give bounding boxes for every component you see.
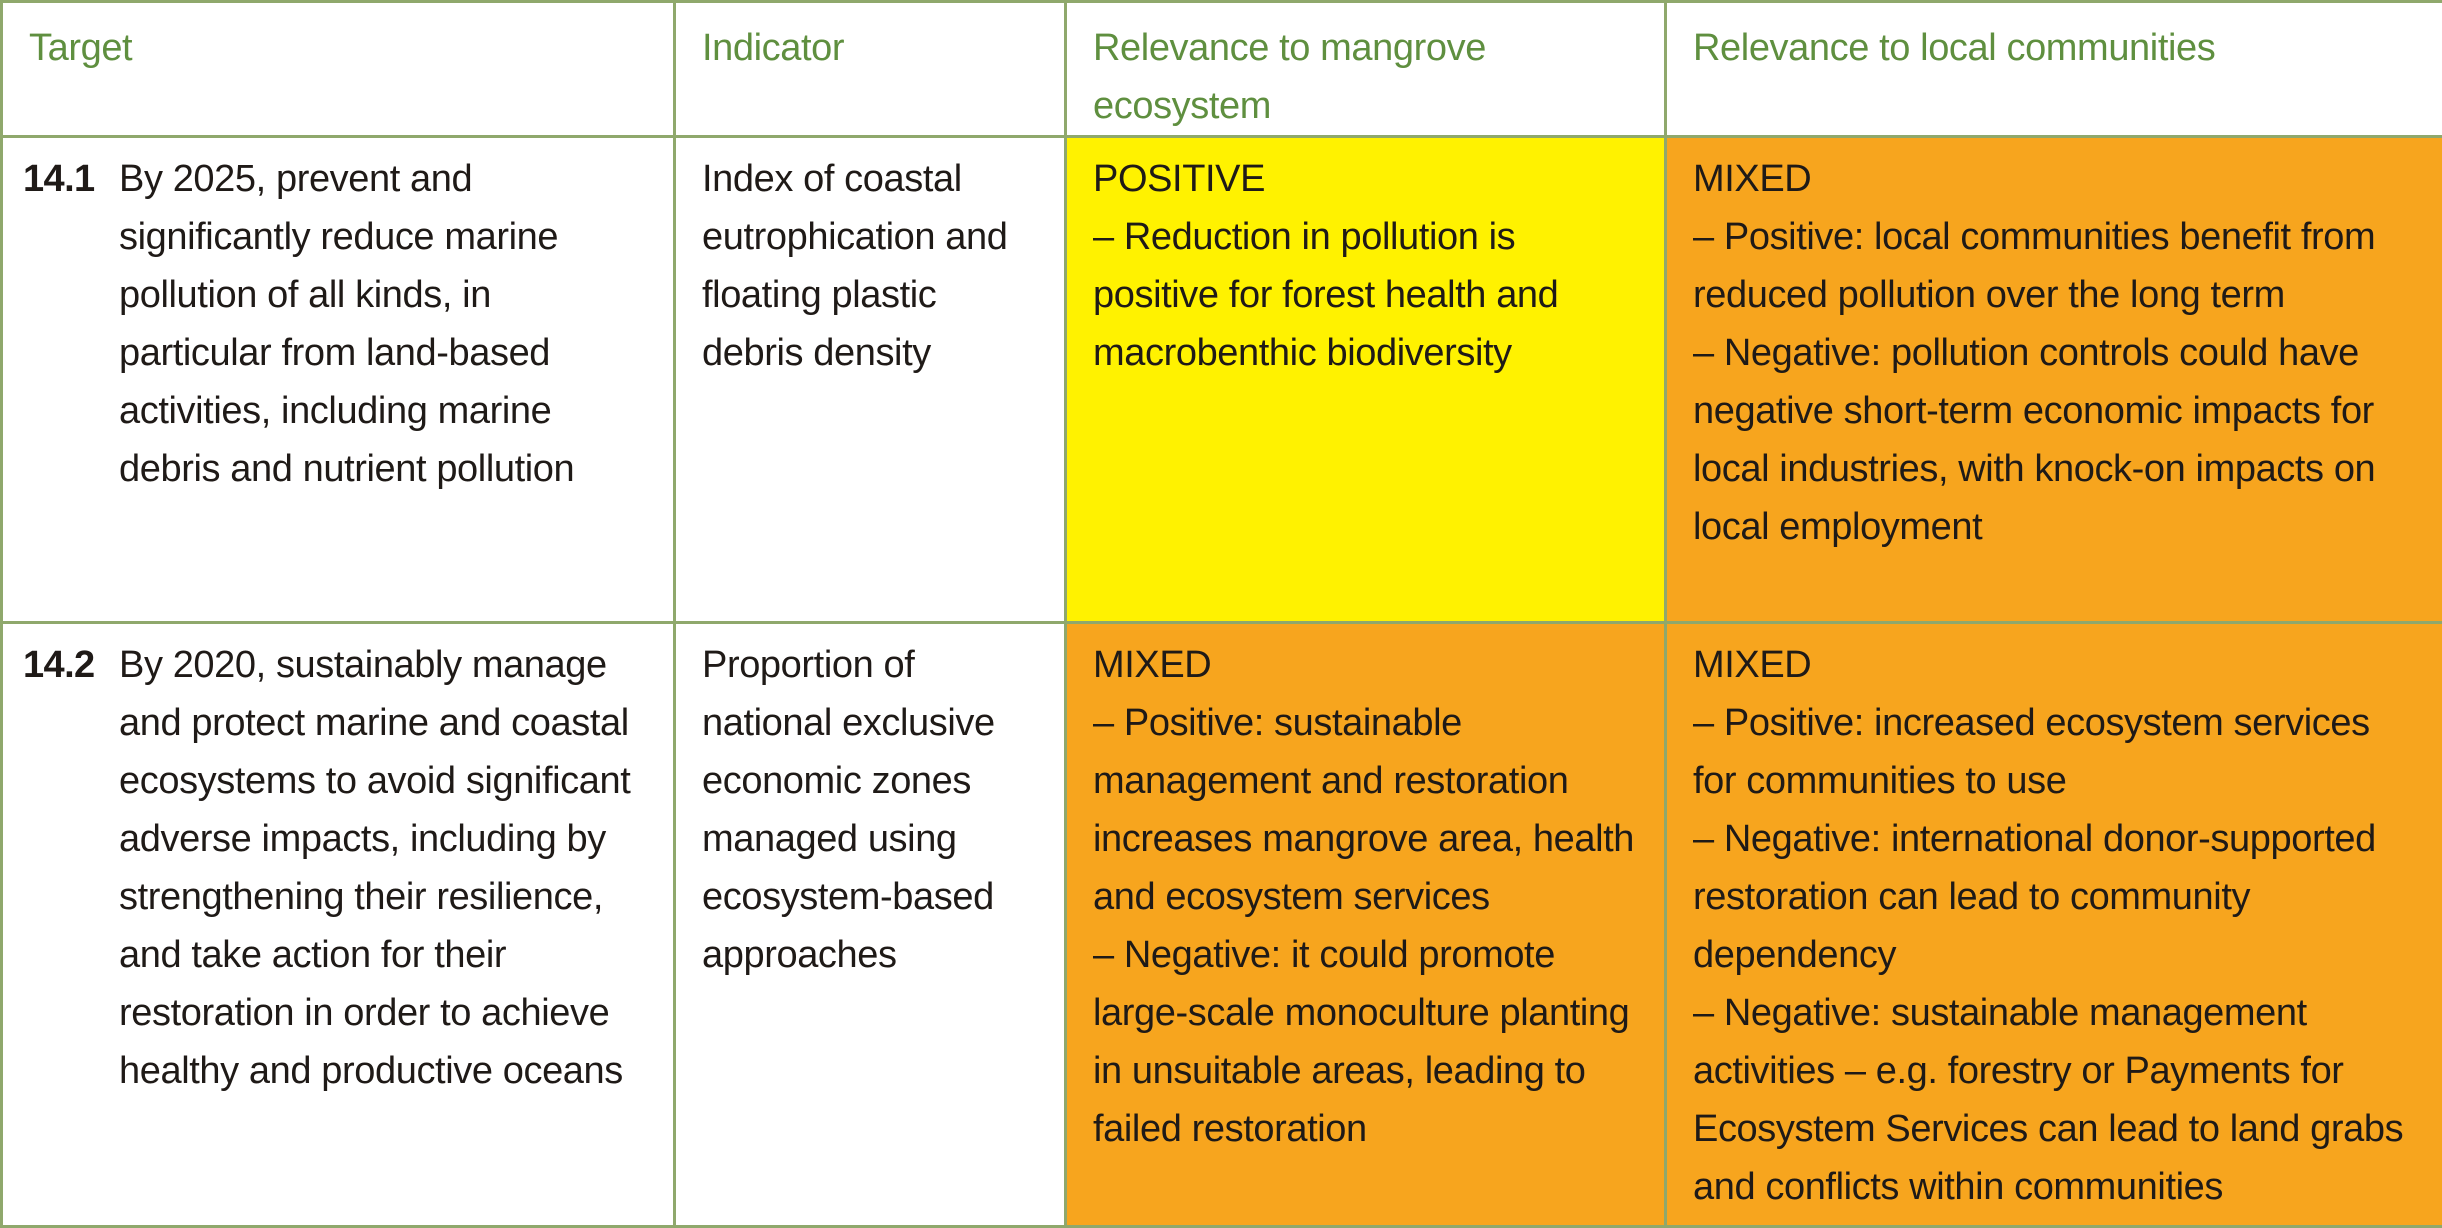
rating-point-negative: – Negative: it could promote large-scale… bbox=[1093, 926, 1640, 1158]
community-relevance-cell: MIXED – Positive: local communities bene… bbox=[1666, 137, 2442, 623]
header-community-relevance: Relevance to local communities bbox=[1666, 2, 2442, 137]
target-code: 14.2 bbox=[23, 636, 119, 694]
rating-badge-mixed: MIXED bbox=[1693, 636, 2418, 694]
mangrove-relevance-cell: POSITIVE – Reduction in pollution is pos… bbox=[1066, 137, 1666, 623]
community-relevance-cell: MIXED – Positive: increased ecosystem se… bbox=[1666, 623, 2442, 1227]
target-cell: 14.1 By 2025, prevent and significantly … bbox=[2, 137, 675, 623]
target-code: 14.1 bbox=[23, 150, 119, 208]
indicator-cell: Index of coastal eutrophication and floa… bbox=[675, 137, 1066, 623]
header-target: Target bbox=[2, 2, 675, 137]
table-row: 14.1 By 2025, prevent and significantly … bbox=[2, 137, 2442, 623]
header-indicator: Indicator bbox=[675, 2, 1066, 137]
rating-point-positive: – Positive: increased ecosystem services… bbox=[1693, 694, 2418, 810]
table-row: 14.2 By 2020, sustainably manage and pro… bbox=[2, 623, 2442, 1227]
table-body: 14.1 By 2025, prevent and significantly … bbox=[2, 137, 2442, 1227]
rating-badge-mixed: MIXED bbox=[1093, 636, 1640, 694]
target-text: By 2020, sustainably manage and protect … bbox=[119, 636, 649, 1100]
rating-badge-positive: POSITIVE bbox=[1093, 150, 1640, 208]
target-text: By 2025, prevent and significantly reduc… bbox=[119, 150, 649, 498]
rating-badge-mixed: MIXED bbox=[1693, 150, 2418, 208]
target-cell: 14.2 By 2020, sustainably manage and pro… bbox=[2, 623, 675, 1227]
rating-point-negative: – Negative: pollution controls could hav… bbox=[1693, 324, 2418, 556]
mangrove-relevance-cell: MIXED – Positive: sustainable management… bbox=[1066, 623, 1666, 1227]
rating-point-negative: – Negative: sustainable management activ… bbox=[1693, 984, 2418, 1216]
rating-point-negative: – Negative: international donor-supporte… bbox=[1693, 810, 2418, 984]
target-wrap: 14.2 By 2020, sustainably manage and pro… bbox=[29, 636, 649, 1100]
rating-point-positive: – Positive: sustainable management and r… bbox=[1093, 694, 1640, 926]
table-header: Target Indicator Relevance to mangrove e… bbox=[2, 2, 2442, 137]
rating-point: – Reduction in pollution is positive for… bbox=[1093, 208, 1640, 382]
indicator-cell: Proportion of national exclusive economi… bbox=[675, 623, 1066, 1227]
target-wrap: 14.1 By 2025, prevent and significantly … bbox=[29, 150, 649, 498]
rating-point-positive: – Positive: local communities benefit fr… bbox=[1693, 208, 2418, 324]
header-row: Target Indicator Relevance to mangrove e… bbox=[2, 2, 2442, 137]
header-mangrove-relevance: Relevance to mangrove ecosystem bbox=[1066, 2, 1666, 137]
